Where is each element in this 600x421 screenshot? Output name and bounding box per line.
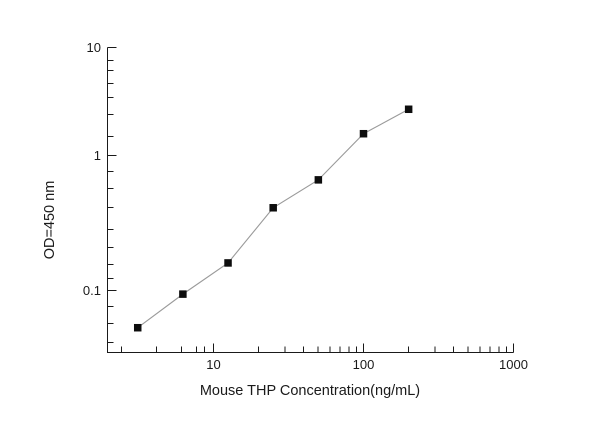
data-point-marker: 200 ng/mL, OD 2.2 [404, 105, 413, 114]
axis-lines [106, 47, 514, 354]
data-point-marker: 12.5 ng/mL, OD 0.16 [224, 259, 232, 267]
x-axis-ticks [120, 343, 515, 353]
data-point-marker: 3.125 ng/mL, OD 0.053 [133, 323, 142, 332]
data-point-marker: 50 ng/mL, OD 0.66 [314, 176, 323, 184]
y-axis-tick-labels: 10 1 0.1 [83, 40, 101, 298]
x-tick-label-10: 10 [206, 357, 220, 372]
data-point-marker: 25 ng/mL, OD 0.41 [269, 204, 277, 212]
y-tick-label-1: 1 [94, 148, 101, 163]
y-tick-label-10: 10 [87, 40, 101, 55]
y-tick-label-0-1: 0.1 [83, 283, 101, 298]
axis-frame [106, 46, 515, 354]
x-axis-title: Mouse THP Concentration(ng/mL) [200, 383, 420, 399]
data-series: 3.125 ng/mL, OD 0.053 6.25 ng/mL, OD 0.09… [133, 105, 413, 332]
data-point-marker: 100 ng/mL, OD 1.45 [359, 129, 368, 138]
x-tick-label-100: 100 [353, 357, 375, 372]
series-line [137, 108, 409, 329]
x-tick-label-1000: 1000 [499, 357, 528, 372]
x-axis-tick-labels: 10 100 1000 [206, 357, 528, 372]
y-axis-title: OD=450 nm [42, 181, 58, 260]
data-point-marker: 6.25 ng/mL, OD 0.094 [179, 290, 187, 298]
y-axis-ticks [107, 46, 117, 344]
